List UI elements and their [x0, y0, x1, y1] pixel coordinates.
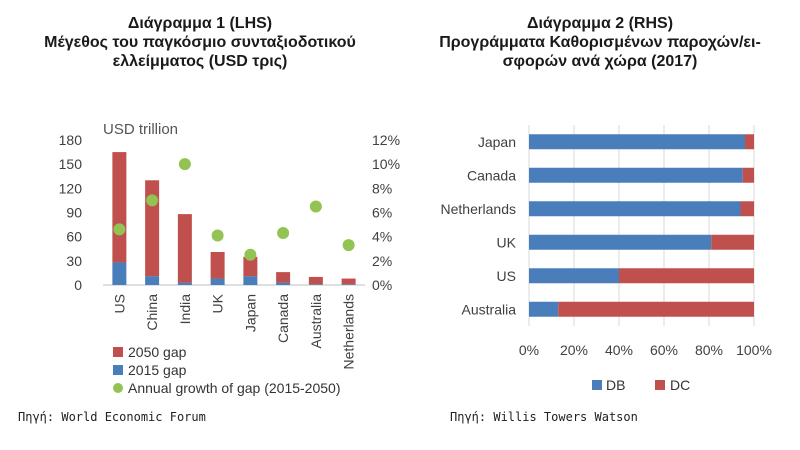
x-tick-label: 0% — [519, 342, 539, 358]
y-right-tick-label: 10% — [372, 156, 400, 172]
bar-2050-gap — [112, 152, 127, 263]
y-tick-label: Australia — [462, 301, 517, 317]
growth-dot — [342, 239, 355, 252]
y-right-tick-label: 12% — [372, 132, 400, 148]
growth-dot — [146, 194, 159, 207]
bar-2015-gap — [308, 284, 323, 285]
growth-dot — [277, 227, 290, 240]
x-tick-label: India — [177, 294, 193, 325]
y-tick-label: US — [497, 268, 516, 284]
legend-label: Annual growth of gap (2015-2050) — [128, 380, 340, 396]
bar-dc — [558, 301, 754, 317]
bar-2050-gap — [210, 251, 225, 279]
x-tick-label: Japan — [242, 294, 258, 332]
y-left-tick-label: 60 — [66, 229, 82, 245]
bar-2015-gap — [243, 276, 258, 285]
y-left-tick-label: 30 — [66, 253, 82, 269]
chart-title-line: Προγράμματα Καθορισμένων παροχών/ει- — [439, 34, 761, 51]
y-right-tick-label: 2% — [372, 253, 392, 269]
y-left-tick-label: 90 — [66, 205, 82, 221]
bar-dc — [711, 234, 754, 250]
unit-label: USD trillion — [103, 121, 178, 138]
bar-2050-gap — [177, 214, 192, 283]
bar-2015-gap — [276, 282, 291, 285]
chart-title-left: Διάγραμμα 1 (LHS) Μέγεθος του παγκόσμιο … — [0, 14, 400, 71]
x-tick-label: Australia — [308, 294, 324, 349]
legend-marker-square — [592, 380, 602, 390]
bar-db — [529, 134, 745, 150]
bar-2050-gap — [276, 272, 291, 283]
bar-db — [529, 301, 559, 317]
x-tick-label: 40% — [605, 342, 633, 358]
y-right-tick-label: 6% — [372, 205, 392, 221]
bar-dc — [740, 201, 754, 217]
source-note-left: Πηγή: World Economic Forum — [18, 410, 206, 424]
x-tick-label: US — [111, 294, 127, 313]
bar-dc — [619, 268, 754, 284]
legend-label: 2050 gap — [128, 344, 187, 360]
bar-2015-gap — [112, 262, 127, 285]
y-left-tick-label: 180 — [59, 132, 83, 148]
x-tick-label: Netherlands — [341, 294, 357, 370]
bar-db — [529, 201, 741, 217]
bar-dc — [742, 167, 754, 183]
bar-dc — [745, 134, 754, 150]
growth-dot — [178, 158, 191, 171]
chart-title-line: σφορών ανά χώρα (2017) — [502, 53, 698, 70]
x-tick-label: 80% — [695, 342, 723, 358]
x-tick-label: 60% — [650, 342, 678, 358]
y-right-tick-label: 0% — [372, 277, 392, 293]
bar-db — [529, 234, 712, 250]
x-tick-label: UK — [210, 293, 226, 313]
growth-dot — [211, 229, 224, 242]
y-left-tick-label: 0 — [74, 277, 82, 293]
chart-title-line: Μέγεθος του παγκόσμιο συνταξιοδοτικού — [44, 34, 356, 51]
x-tick-label: 100% — [736, 342, 772, 358]
bar-2015-gap — [341, 284, 356, 285]
bar-2050-gap — [308, 276, 323, 285]
chart-title-right: Διάγραμμα 2 (RHS) Προγράμματα Καθορισμέν… — [400, 14, 800, 71]
legend-marker-dot — [113, 383, 123, 393]
legend-marker-square — [113, 365, 123, 375]
bar-db — [529, 167, 743, 183]
y-right-tick-label: 4% — [372, 229, 392, 245]
legend-marker-square — [655, 380, 665, 390]
growth-dot — [309, 200, 322, 213]
bar-2050-gap — [341, 278, 356, 285]
y-tick-label: Japan — [478, 134, 516, 150]
growth-dot — [113, 223, 126, 236]
y-tick-label: Canada — [467, 167, 516, 183]
chart-title-line: Διάγραμμα 2 (RHS) — [526, 15, 674, 32]
bar-2015-gap — [145, 276, 160, 285]
bar-2015-gap — [210, 278, 225, 285]
bar-2050-gap — [243, 256, 258, 277]
x-tick-label: China — [144, 294, 160, 331]
bar-2015-gap — [177, 282, 192, 285]
legend-label: DB — [606, 377, 625, 393]
db-dc-chart: 0% 20% 40% 60% 80% 100% Japan Canada Netherlands… — [441, 125, 772, 393]
x-tick-label: 20% — [560, 342, 588, 358]
y-tick-label: Netherlands — [441, 201, 517, 217]
x-tick-label: Canada — [275, 294, 291, 343]
chart-panel-right: Διάγραμμα 2 (RHS) Προγράμματα Καθορισμέν… — [400, 0, 800, 450]
y-tick-label: UK — [497, 234, 517, 250]
bar-db — [529, 268, 619, 284]
y-left-tick-label: 120 — [59, 180, 83, 196]
source-note-right: Πηγή: Willis Towers Watson — [450, 410, 638, 424]
legend-label: DC — [670, 377, 690, 393]
legend-label: 2015 gap — [128, 362, 187, 378]
chart-panel-left: Διάγραμμα 1 (LHS) Μέγεθος του παγκόσμιο … — [0, 14, 400, 424]
y-right-tick-label: 8% — [372, 180, 392, 196]
y-left-tick-label: 150 — [59, 156, 83, 172]
chart-title-line: Διάγραμμα 1 (LHS) — [127, 15, 273, 32]
growth-dot — [244, 248, 257, 261]
legend-marker-square — [113, 347, 123, 357]
pension-gap-chart: USD trillion 0 30 60 90 120 150 180 0% 2% 4% 6% 8% 10… — [59, 121, 400, 396]
chart-title-line: ελλείμματος (USD τρις) — [112, 53, 288, 70]
